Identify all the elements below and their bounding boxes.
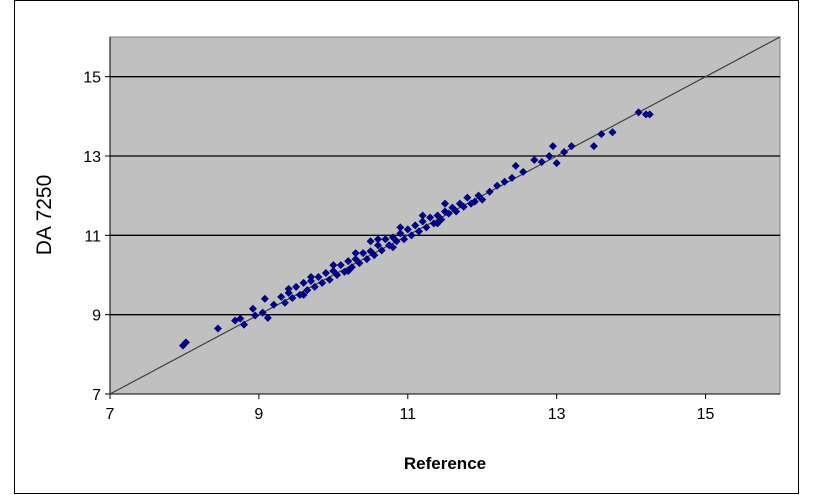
data-point-45: [396, 229, 405, 238]
data-point-69: [493, 181, 502, 190]
data-point-91: [374, 235, 382, 244]
data-point-9: [260, 294, 269, 303]
data-point-82: [597, 130, 606, 139]
y-tick-label-11: 11: [84, 228, 101, 245]
data-point-70: [500, 177, 509, 186]
data-point-84: [634, 108, 643, 117]
y-tick-label-13: 13: [83, 149, 101, 166]
data-point-93: [418, 211, 427, 220]
data-point-73: [519, 167, 528, 176]
x-tick-label-7: 7: [106, 406, 115, 423]
data-point-94: [441, 199, 449, 208]
data-point-76: [545, 152, 554, 160]
data-point-50: [414, 227, 423, 236]
data-point-16: [292, 282, 301, 291]
data-point-19: [303, 286, 312, 295]
data-point-34: [359, 249, 368, 258]
data-point-53: [426, 213, 435, 222]
y-axis-ticks: 7 9 11 13 15: [83, 70, 110, 404]
data-point-90: [351, 249, 360, 258]
data-point-89: [329, 261, 338, 270]
data-point-92: [396, 223, 405, 232]
data-point-35: [362, 255, 371, 264]
data-point-7: [251, 311, 260, 320]
data-point-41: [381, 235, 390, 244]
data-point-98: [433, 219, 442, 228]
data-point-12: [277, 292, 286, 301]
data-point-25: [325, 275, 334, 284]
data-point-96: [344, 267, 353, 276]
data-point-30: [344, 257, 353, 266]
y-tick-label-15: 15: [83, 70, 101, 87]
data-point-52: [422, 223, 431, 232]
data-point-11: [269, 300, 278, 309]
data-point-5: [240, 320, 248, 329]
data-point-39: [374, 241, 382, 250]
x-tick-label-13: 13: [548, 406, 566, 423]
data-point-79: [560, 148, 569, 157]
data-point-78: [552, 159, 561, 168]
data-point-10: [263, 313, 272, 322]
data-point-6: [248, 304, 257, 313]
data-point-86: [645, 110, 654, 119]
data-point-58: [444, 209, 453, 218]
data-point-77: [548, 142, 557, 151]
y-tick-label-9: 9: [92, 308, 101, 325]
data-point-62: [459, 202, 468, 211]
data-point-49: [411, 221, 420, 230]
x-tick-label-11: 11: [399, 406, 416, 423]
data-point-83: [608, 128, 617, 137]
data-point-21: [310, 282, 319, 291]
data-point-63: [463, 193, 472, 202]
data-point-97: [388, 243, 397, 252]
y-tick-label-7: 7: [92, 387, 101, 404]
data-point-65: [470, 197, 479, 206]
data-points: [178, 108, 654, 350]
data-point-74: [530, 155, 539, 164]
data-point-2: [213, 324, 222, 333]
data-point-51: [418, 217, 427, 226]
x-tick-label-9: 9: [254, 406, 263, 423]
y-axis-title: DA 7250: [33, 175, 56, 256]
data-point-27: [333, 271, 342, 279]
x-axis-ticks: 7 9 11 13 15: [106, 394, 715, 423]
data-point-24: [321, 269, 330, 278]
data-point-60: [452, 207, 461, 216]
data-point-40: [377, 246, 386, 255]
data-point-15: [288, 294, 297, 303]
data-point-75: [537, 157, 546, 166]
data-point-68: [485, 187, 494, 196]
data-point-46: [400, 235, 409, 244]
data-point-81: [589, 142, 598, 151]
data-point-1: [181, 338, 190, 347]
data-point-95: [299, 290, 308, 299]
data-point-67: [478, 195, 487, 204]
data-point-33: [355, 259, 364, 268]
grid-lines: [110, 76, 780, 316]
data-point-37: [366, 237, 375, 246]
data-point-13: [280, 298, 289, 307]
data-point-80: [567, 142, 576, 151]
x-tick-label-15: 15: [697, 406, 715, 423]
x-axis-title: Reference: [404, 454, 486, 473]
data-point-87: [284, 284, 293, 293]
data-point-8: [258, 308, 267, 317]
data-point-28: [336, 261, 345, 270]
axes: [109, 37, 780, 395]
data-point-48: [407, 231, 416, 240]
data-point-23: [318, 278, 327, 287]
data-point-44: [392, 237, 401, 246]
data-point-72: [511, 161, 520, 170]
data-point-47: [403, 225, 412, 234]
data-point-38: [370, 251, 379, 260]
data-point-18: [299, 278, 308, 287]
data-point-4: [236, 314, 245, 323]
data-point-22: [314, 272, 323, 281]
data-point-71: [508, 173, 516, 182]
data-point-88: [307, 272, 315, 281]
